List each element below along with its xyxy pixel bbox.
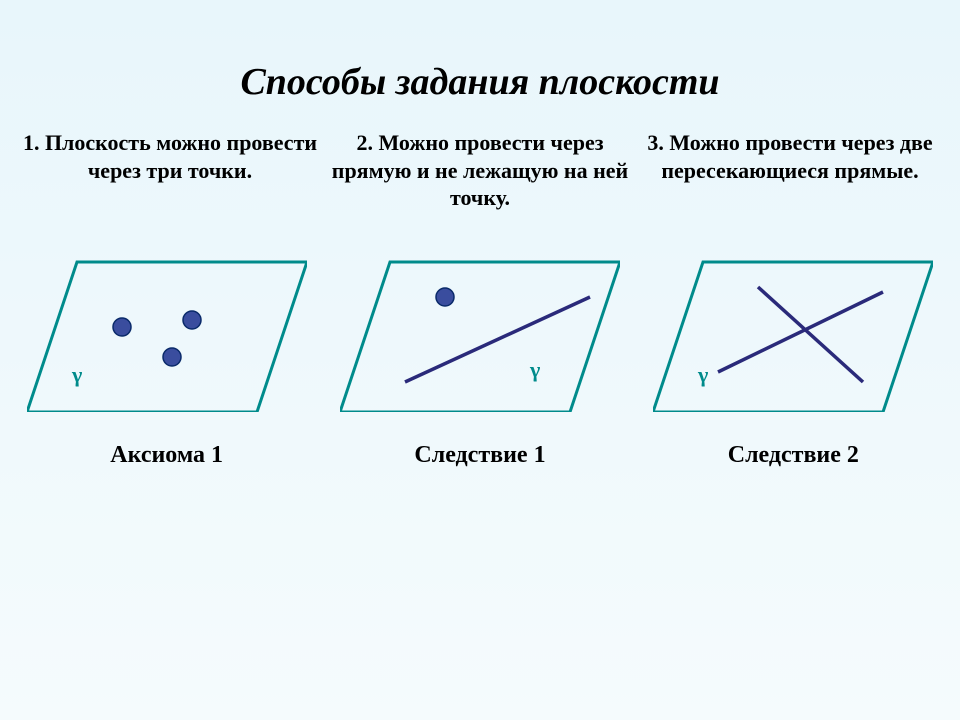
d3-line-1: [718, 292, 883, 372]
diagram-3-wrap: γ Следствие 2: [643, 252, 943, 469]
desc-1: 1. Плоскость можно провести через три то…: [20, 129, 320, 184]
diagrams-row: γ Аксиома 1 γ Следствие 1 γ Следствие 2: [0, 212, 960, 469]
d1-point-a: [113, 318, 131, 336]
plane-2: [340, 262, 620, 412]
diagram-1-wrap: γ Аксиома 1: [17, 252, 317, 469]
diagram-2: γ: [340, 252, 620, 412]
descriptions-row: 1. Плоскость можно провести через три то…: [0, 104, 960, 212]
diagram-3: γ: [653, 252, 933, 412]
plane-label-3: γ: [697, 362, 708, 387]
col-1: 1. Плоскость можно провести через три то…: [20, 129, 320, 212]
d1-point-c: [163, 348, 181, 366]
d2-point: [436, 288, 454, 306]
col-3: 3. Можно провести через две пересекающие…: [640, 129, 940, 212]
desc-2: 2. Можно провести через прямую и не лежа…: [330, 129, 630, 212]
d3-line-2: [758, 287, 863, 382]
d2-line: [405, 297, 590, 382]
plane-label-1: γ: [71, 362, 82, 387]
col-2: 2. Можно провести через прямую и не лежа…: [330, 129, 630, 212]
caption-3: Следствие 2: [728, 442, 859, 469]
caption-2: Следствие 1: [414, 442, 545, 469]
caption-1: Аксиома 1: [110, 442, 223, 469]
plane-label-2: γ: [529, 357, 540, 382]
diagram-1: γ: [27, 252, 307, 412]
page-title: Способы задания плоскости: [0, 0, 960, 104]
d1-point-b: [183, 311, 201, 329]
diagram-2-wrap: γ Следствие 1: [330, 252, 630, 469]
plane-1: [27, 262, 307, 412]
desc-3: 3. Можно провести через две пересекающие…: [640, 129, 940, 184]
